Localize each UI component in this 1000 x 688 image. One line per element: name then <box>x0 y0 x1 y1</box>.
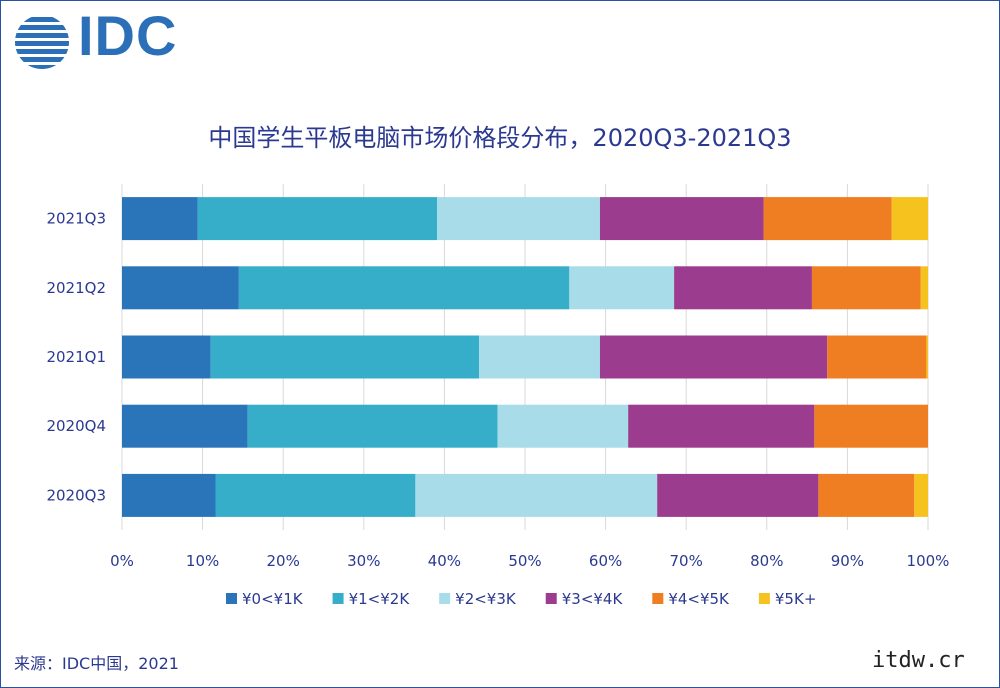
source-note: 来源：IDC中国，2021 <box>14 654 179 673</box>
legend-label: ¥1<¥2K <box>349 590 411 608</box>
category-label: 2020Q4 <box>46 417 106 435</box>
bar-segment <box>926 335 928 379</box>
watermark: itdw.cr <box>872 648 965 673</box>
x-tick-label: 60% <box>589 552 622 570</box>
bar-segment <box>122 266 239 310</box>
bar-segment <box>914 473 928 517</box>
bar-segment <box>122 335 211 379</box>
bar-segment <box>238 266 570 310</box>
bar-segment <box>437 197 600 241</box>
x-tick-label: 30% <box>347 552 380 570</box>
category-label: 2021Q2 <box>46 279 106 297</box>
category-label: 2021Q1 <box>46 348 106 366</box>
bar-segment <box>763 197 892 241</box>
bar-segment <box>814 404 928 448</box>
bar-segment <box>818 473 915 517</box>
x-tick-label: 20% <box>267 552 300 570</box>
x-tick-label: 10% <box>186 552 219 570</box>
x-tick-label: 90% <box>831 552 864 570</box>
category-label: 2020Q3 <box>46 486 106 504</box>
logo-text: IDC <box>78 4 178 67</box>
bar-segment <box>891 197 928 241</box>
bar-segment <box>479 335 600 379</box>
legend-swatch <box>439 593 451 604</box>
bar-segment <box>197 197 438 241</box>
bar-segment <box>247 404 498 448</box>
bar-segment <box>827 335 927 379</box>
bar-segment <box>599 197 764 241</box>
chart-title: 中国学生平板电脑市场价格段分布，2020Q3-2021Q3 <box>208 124 792 152</box>
bar-segment <box>122 197 198 241</box>
bar-segment <box>210 335 480 379</box>
bar-segment <box>122 473 216 517</box>
globe-icon <box>15 17 69 69</box>
legend-label: ¥2<¥3K <box>455 590 517 608</box>
bar-segment <box>569 266 675 310</box>
legend-label: ¥3<¥4K <box>562 590 624 608</box>
bar-segment <box>920 266 928 310</box>
x-tick-label: 80% <box>750 552 783 570</box>
legend-swatch <box>652 593 664 604</box>
category-label: 2021Q3 <box>46 210 106 228</box>
bar-segment <box>599 335 828 379</box>
legend-label: ¥5K+ <box>775 590 817 608</box>
legend-swatch <box>758 593 770 604</box>
bar-segment <box>674 266 812 310</box>
x-tick-label: 100% <box>907 552 950 570</box>
bar-segment <box>122 404 248 448</box>
bar-segment <box>657 473 819 517</box>
legend-label: ¥0<¥1K <box>242 590 304 608</box>
bar-segment <box>415 473 658 517</box>
bar-segment <box>497 404 629 448</box>
x-tick-label: 0% <box>110 552 134 570</box>
bar-segment <box>811 266 921 310</box>
x-tick-label: 70% <box>670 552 703 570</box>
legend-label: ¥4<¥5K <box>668 590 730 608</box>
bar-segment <box>628 404 815 448</box>
x-tick-label: 40% <box>428 552 461 570</box>
legend-swatch <box>332 593 344 604</box>
legend-swatch <box>545 593 557 604</box>
bar-segment <box>215 473 416 517</box>
x-tick-label: 50% <box>508 552 541 570</box>
legend-swatch <box>226 593 237 604</box>
